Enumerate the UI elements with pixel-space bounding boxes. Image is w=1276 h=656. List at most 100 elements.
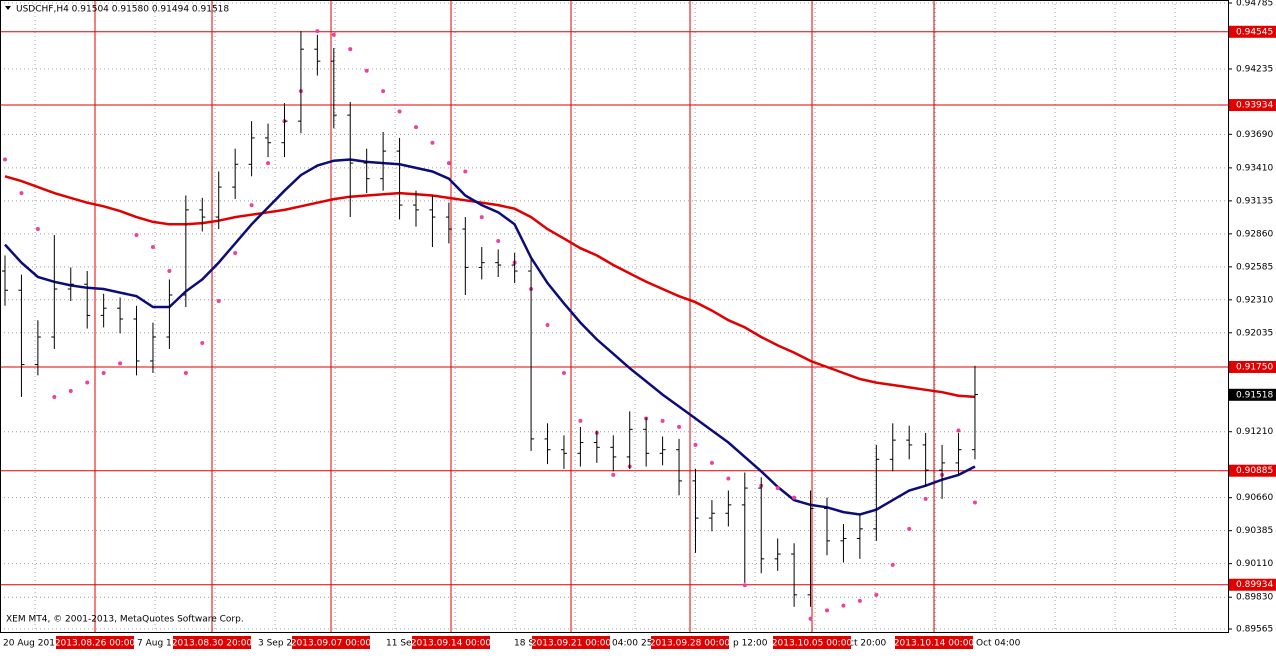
date-marker-box: [412, 636, 490, 649]
x-tick-label: 25: [641, 639, 652, 649]
sar-dot: [907, 526, 912, 531]
y-tick-label: 0.93410: [1236, 163, 1273, 173]
date-marker-box: [895, 636, 973, 649]
sar-dot: [233, 251, 238, 256]
sar-dot: [397, 109, 402, 114]
level-price-box: [1229, 360, 1276, 373]
sar-dot: [496, 239, 501, 244]
y-tick-label: 0.90660: [1236, 493, 1273, 503]
date-marker-box: [292, 636, 370, 649]
sar-dot: [52, 394, 57, 399]
sar-dot: [890, 562, 895, 567]
y-tick-label: 0.94235: [1236, 64, 1273, 74]
sar-dot: [972, 500, 977, 505]
chart-header: USDCHF,H4 0.91504 0.91580 0.91494 0.9151…: [16, 5, 229, 15]
date-marker-box: [651, 636, 729, 649]
level-price-label: 0.93934: [1236, 101, 1273, 111]
date-marker-box: [56, 636, 134, 649]
date-marker-label: 2013.09.21 00:00: [531, 639, 612, 649]
sar-dot: [611, 472, 616, 477]
date-marker-label: 2013.09.07 00:00: [291, 639, 372, 649]
date-marker-label: 2013.10.14 00:00: [894, 639, 975, 649]
sar-dot: [660, 418, 665, 423]
y-tick-label: 0.92310: [1236, 295, 1273, 305]
level-price-box: [1229, 464, 1276, 477]
grid-layer: [0, 0, 1228, 632]
sar-dot: [200, 340, 205, 345]
sar-dot: [134, 233, 139, 238]
current-price-label: 0.91518: [1236, 390, 1273, 400]
sar-dot: [3, 157, 7, 162]
plot-layer: [0, 0, 1228, 632]
date-marker-box: [173, 636, 251, 649]
level-price-box: [1229, 25, 1276, 38]
sar-dot: [101, 370, 106, 375]
y-tick-label: 0.93135: [1236, 196, 1273, 206]
level-price-box: [1229, 578, 1276, 591]
sar-dot: [348, 47, 353, 52]
y-tick-label: 0.89830: [1236, 593, 1273, 603]
level-price-label: 0.91750: [1236, 362, 1273, 372]
sar-dot: [414, 125, 418, 130]
sar-dot: [463, 169, 468, 174]
sar-dot: [331, 32, 336, 37]
y-tick-label: 0.93690: [1236, 130, 1273, 140]
x-tick-label: ct 20:00: [849, 639, 887, 649]
level-price-box: [1229, 99, 1276, 112]
y-tick-label: 0.90110: [1236, 559, 1273, 569]
y-tick-label: 0.94785: [1236, 0, 1273, 8]
sar-dot: [874, 592, 879, 597]
moving-average: [4, 175, 976, 399]
x-tick-label: 7 Aug 12: [137, 639, 177, 649]
sar-dot: [85, 380, 90, 385]
sar-dot: [693, 442, 698, 447]
date-marker-label: 2013.09.14 00:00: [411, 639, 492, 649]
sar-dot: [923, 496, 928, 501]
date-marker-label: 2013.08.30 20:00: [172, 639, 253, 649]
y-tick-label: 0.92585: [1236, 262, 1273, 272]
sar-dot: [430, 140, 435, 145]
y-tick-label: 0.90385: [1236, 526, 1273, 536]
moving-average: [4, 158, 976, 516]
level-price-label: 0.94545: [1236, 27, 1273, 37]
sar-dot: [709, 460, 714, 465]
sar-dot: [315, 29, 320, 34]
sar-dot: [167, 269, 172, 274]
x-tick-label: p 12:00: [733, 639, 768, 649]
sar-dot: [479, 215, 484, 220]
date-marker-box: [773, 636, 851, 649]
level-price-label: 0.89934: [1236, 580, 1273, 590]
date-marker-label: 2013.08.26 00:00: [55, 639, 136, 649]
current-price-box: [1229, 388, 1276, 401]
level-price-label: 0.90885: [1236, 466, 1273, 476]
sar-dot: [364, 68, 369, 73]
sar-dot: [857, 598, 862, 603]
sar-dot: [381, 89, 386, 94]
sar-dot: [825, 608, 829, 613]
y-tick-label: 0.92860: [1236, 229, 1273, 239]
x-tick-label: 3 Sep 2: [258, 639, 292, 649]
sar-dot: [956, 428, 961, 433]
sar-dot: [150, 245, 155, 250]
menu-icon[interactable]: [5, 6, 11, 10]
sar-dot: [726, 476, 731, 481]
plot-frame: [0, 0, 1229, 633]
sar-dot: [68, 388, 73, 393]
axis-layer: 0.94785 0.94235 0.93690 0.93410 0.93135 0.928…: [3, 0, 1276, 649]
x-tick-label: 18 S: [514, 639, 534, 649]
sar-dot: [578, 418, 583, 423]
sar-dot: [118, 361, 123, 366]
sar-dot: [775, 486, 780, 491]
y-tick-label: 0.89565: [1236, 625, 1273, 635]
copyright: XEM MT4, © 2001-2013, MetaQuotes Softwar…: [6, 615, 244, 625]
sar-dot: [792, 495, 797, 500]
sar-dot: [677, 424, 682, 429]
sar-dot: [446, 161, 451, 166]
sar-dot: [808, 616, 813, 621]
sar-dot: [183, 370, 188, 375]
sar-dot: [266, 161, 271, 166]
y-tick-label: 0.92035: [1236, 328, 1273, 338]
sar-dot: [216, 299, 221, 304]
